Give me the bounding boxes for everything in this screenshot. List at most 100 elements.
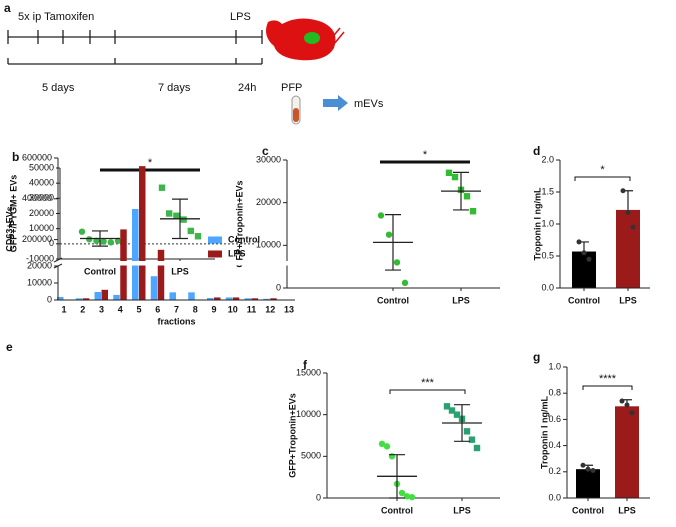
x-tick-label: 7 bbox=[174, 304, 179, 314]
significance-bracket bbox=[582, 385, 633, 390]
y-tick-label: 200000 bbox=[22, 234, 52, 244]
y-tick-label: 0 bbox=[49, 238, 54, 248]
y-tick-label: 0.4 bbox=[548, 440, 561, 450]
panel-a: a 5x ip Tamoxifen LPS 5 days 7 days 24h … bbox=[4, 1, 384, 125]
y-tick-label: 1.0 bbox=[548, 361, 561, 371]
x-tick-label: 9 bbox=[211, 304, 216, 314]
data-point bbox=[619, 398, 625, 404]
data-point bbox=[590, 467, 596, 473]
x-tick-label: 3 bbox=[99, 304, 104, 314]
x-tick-label: 10 bbox=[228, 304, 238, 314]
x-tick-label: 13 bbox=[284, 304, 294, 314]
mouse-organ bbox=[304, 32, 320, 44]
significance-label: **** bbox=[599, 373, 617, 385]
data-point bbox=[401, 279, 409, 287]
bar bbox=[82, 298, 90, 300]
timeline-ticks bbox=[7, 30, 263, 44]
x-tick-label: 6 bbox=[155, 304, 160, 314]
data-point bbox=[451, 173, 459, 181]
y-axis-label: CD63+EVs bbox=[4, 206, 14, 251]
data-point bbox=[580, 462, 586, 468]
data-point bbox=[398, 489, 406, 497]
data-point bbox=[378, 440, 386, 448]
data-point bbox=[463, 428, 471, 435]
panel-label: d bbox=[533, 144, 540, 158]
data-point bbox=[576, 239, 582, 245]
data-point bbox=[377, 212, 385, 219]
data-point bbox=[86, 236, 93, 243]
data-point bbox=[187, 227, 194, 235]
y-tick-label: 10000 bbox=[256, 240, 281, 250]
bar bbox=[576, 469, 600, 498]
bar bbox=[188, 292, 195, 300]
y-tick-label: 0.0 bbox=[548, 492, 561, 502]
panel-label: f bbox=[303, 358, 308, 372]
data-point bbox=[403, 493, 411, 500]
x-tick-label: 2 bbox=[80, 304, 85, 314]
duration-label: 24h bbox=[238, 82, 256, 94]
data-point bbox=[166, 210, 173, 217]
bar bbox=[75, 298, 83, 300]
y-tick-label: 600000 bbox=[22, 152, 52, 162]
product-label: mEVs bbox=[354, 98, 384, 110]
x-tick-label: 12 bbox=[265, 304, 275, 314]
error-bar bbox=[389, 454, 405, 499]
data-point bbox=[100, 238, 107, 245]
data-point bbox=[393, 259, 401, 266]
panel-label: g bbox=[533, 350, 540, 364]
x-axis-label: fractions bbox=[157, 316, 195, 326]
y-tick-label: -10000 bbox=[26, 253, 54, 263]
data-point bbox=[78, 228, 86, 235]
bar bbox=[57, 296, 64, 300]
x-tick-label: LPS bbox=[453, 505, 471, 515]
y-tick-label: 0.8 bbox=[548, 388, 561, 398]
lps-label: LPS bbox=[230, 11, 251, 23]
y-tick-label: 5000 bbox=[301, 451, 321, 461]
bar bbox=[616, 209, 640, 288]
x-tick-label: 5 bbox=[136, 304, 141, 314]
data-point bbox=[625, 209, 631, 215]
significance-label: * bbox=[423, 149, 428, 161]
legend-swatch bbox=[208, 236, 222, 244]
panel-label: a bbox=[4, 1, 11, 15]
bar bbox=[169, 292, 176, 300]
bar bbox=[615, 406, 639, 498]
axis-break-gap bbox=[59, 261, 296, 266]
data-point bbox=[173, 212, 180, 219]
y-axis-label: GFP+/Troponin+EVs bbox=[234, 180, 244, 267]
data-point bbox=[469, 208, 477, 215]
legend-swatch bbox=[208, 250, 222, 258]
y-tick-label: 0 bbox=[316, 492, 321, 502]
y-tick-label: 0.2 bbox=[548, 466, 561, 476]
bar bbox=[101, 289, 108, 300]
bar bbox=[207, 297, 214, 300]
y-tick-label: 0.6 bbox=[548, 414, 561, 424]
data-point bbox=[385, 231, 393, 238]
duration-label: 7 days bbox=[158, 82, 191, 94]
bar bbox=[225, 297, 233, 300]
y-tick-label: 0.0 bbox=[541, 282, 554, 292]
x-tick-label: 8 bbox=[193, 304, 198, 314]
tube-content bbox=[293, 108, 299, 122]
data-point bbox=[468, 436, 476, 443]
panel-label: b bbox=[12, 150, 19, 164]
y-axis-label: GFP+Troponin+EVs bbox=[287, 393, 297, 478]
y-axis-label: Troponin I ng/mL bbox=[539, 396, 549, 469]
x-tick-label: LPS bbox=[171, 266, 189, 276]
y-tick-label: 20000 bbox=[29, 208, 54, 218]
bar bbox=[150, 276, 158, 300]
x-tick-label: 11 bbox=[247, 304, 257, 314]
error-bar bbox=[454, 404, 470, 442]
bar bbox=[94, 292, 101, 300]
bar bbox=[270, 298, 277, 300]
data-point bbox=[107, 239, 115, 246]
y-axis-label: Troponin I ng/mL bbox=[532, 187, 542, 260]
error-bar bbox=[92, 230, 108, 247]
y-tick-label: 10000 bbox=[29, 223, 54, 233]
bar bbox=[113, 294, 120, 300]
bar bbox=[263, 298, 270, 300]
y-tick-label: 50000 bbox=[29, 162, 54, 172]
data-point bbox=[408, 493, 416, 501]
x-tick-label: 1 bbox=[61, 304, 66, 314]
